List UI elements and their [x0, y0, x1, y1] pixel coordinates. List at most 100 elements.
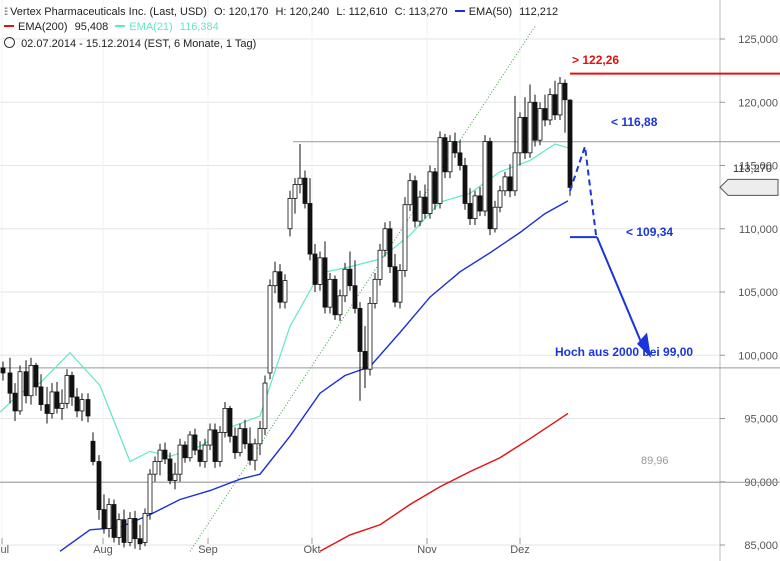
candle-body	[497, 190, 503, 208]
candle-body	[417, 196, 423, 222]
candle-body	[302, 177, 308, 204]
candle	[347, 251, 353, 291]
candle-body	[352, 285, 358, 309]
candle	[162, 442, 168, 465]
level-label-8996: 89,96	[641, 455, 669, 467]
candle-body	[442, 137, 448, 173]
candle-body	[96, 461, 102, 510]
candle-body	[402, 204, 408, 271]
candle-body	[187, 434, 193, 459]
candle-body	[162, 449, 168, 460]
candle-body	[337, 295, 343, 316]
candle	[172, 462, 178, 490]
candle-body	[512, 152, 518, 192]
candle-body	[262, 382, 268, 430]
candle	[252, 438, 258, 471]
candle-body	[412, 180, 418, 222]
candle	[257, 421, 263, 456]
candle-body	[317, 257, 323, 285]
legend-high: H: 120,240	[275, 6, 330, 18]
candle	[69, 371, 75, 406]
x-tick-label: Okt	[303, 544, 320, 556]
candle	[442, 133, 448, 179]
x-axis: Jul Aug Sep Okt Nov Dez	[0, 538, 530, 556]
x-tick-label: Aug	[93, 544, 113, 556]
candle	[197, 441, 203, 467]
candle-body	[106, 504, 112, 529]
level-label-hoch-2000: Hoch aus 2000 bei 99,00	[555, 345, 694, 359]
candle-body	[152, 461, 158, 475]
candle-body	[507, 176, 513, 192]
candle-body	[54, 391, 60, 409]
candle-body	[282, 280, 288, 303]
candle	[101, 494, 107, 534]
candle-body	[157, 449, 163, 462]
candle-body	[277, 271, 283, 303]
candle	[59, 389, 65, 420]
ema50-swatch	[454, 10, 465, 13]
price-grid	[0, 0, 720, 548]
candle-body	[327, 278, 333, 308]
candle	[317, 251, 323, 291]
candle-body	[33, 364, 39, 388]
candle	[85, 393, 91, 423]
candle	[192, 428, 198, 456]
candle-body	[287, 197, 293, 230]
candle	[137, 524, 143, 551]
candle-body	[182, 444, 188, 459]
legend-ema200-label: EMA(200)	[18, 21, 68, 33]
legend-ema21-label: EMA(21)	[129, 21, 173, 33]
y-tick-label: 95,000	[744, 414, 778, 426]
legend-line-3: 02.07.2014 - 15.12.2014 (EST, 6 Monate, …	[4, 37, 256, 50]
candle	[557, 76, 563, 120]
candle	[33, 362, 39, 396]
candle-body	[202, 444, 208, 462]
candle	[267, 279, 273, 380]
candle-body	[332, 278, 338, 316]
candle-body	[207, 429, 213, 446]
legend-date-range: 02.07.2014 - 15.12.2014 (EST, 6 Monate, …	[21, 38, 257, 50]
candle	[247, 427, 253, 466]
legend-open: O: 120,170	[213, 6, 269, 18]
candle-body	[252, 443, 258, 461]
legend-ema21-value: 116,384	[179, 21, 219, 33]
candle	[397, 264, 403, 309]
candle	[262, 375, 268, 435]
candle	[507, 164, 513, 198]
candle-body	[90, 440, 96, 462]
candle-body	[527, 101, 533, 154]
candle-body	[167, 458, 173, 481]
candle	[382, 222, 388, 257]
candle	[222, 402, 228, 438]
candle-body	[307, 203, 313, 255]
candle	[562, 79, 568, 133]
candle-body	[116, 519, 122, 538]
candle-body	[44, 404, 50, 414]
ema200-line	[319, 412, 569, 552]
candle-body	[447, 141, 453, 173]
legend-ema50-label: EMA(50)	[468, 6, 513, 18]
level-label-11688: < 116,88	[611, 115, 658, 129]
y-tick-label: 85,000	[744, 540, 778, 552]
candle	[167, 452, 173, 485]
candle	[487, 137, 493, 236]
clock-icon	[4, 37, 15, 48]
candle-body	[232, 435, 238, 454]
candle	[212, 423, 218, 468]
candle	[467, 188, 473, 225]
candle-body	[217, 432, 223, 462]
candle	[297, 143, 303, 194]
candle-body	[367, 302, 373, 370]
candle	[127, 512, 133, 547]
candle	[327, 273, 333, 314]
x-tick-label: Sep	[198, 544, 218, 556]
candle	[147, 469, 153, 520]
candle-body	[272, 271, 278, 287]
candle-body	[477, 195, 483, 212]
candle-body	[427, 171, 433, 214]
candle-body	[197, 449, 203, 462]
candle	[54, 381, 60, 414]
candle	[74, 388, 80, 418]
candle-body	[142, 512, 148, 543]
